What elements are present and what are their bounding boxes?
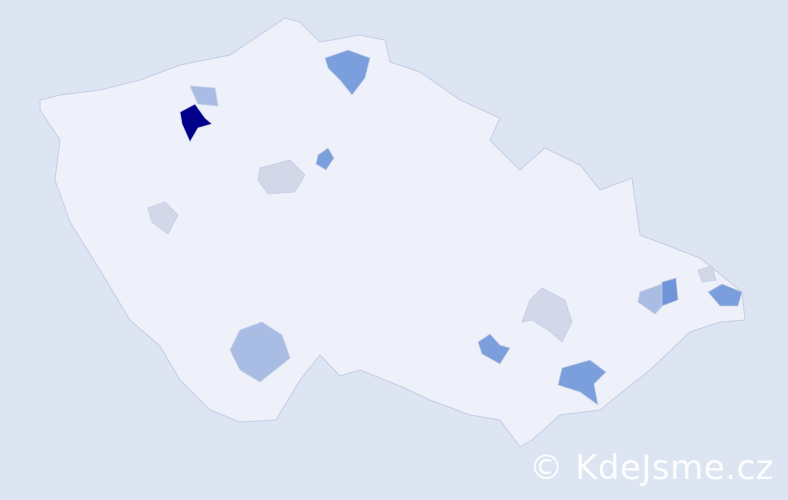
region-grey[interactable] xyxy=(697,265,717,283)
region-grey[interactable] xyxy=(521,287,573,343)
region-medium[interactable] xyxy=(707,283,743,307)
country-outline xyxy=(39,17,746,448)
watermark: © KdeJsme.cz xyxy=(529,448,774,488)
region-medium-2[interactable] xyxy=(661,277,679,307)
region-medium[interactable] xyxy=(557,359,607,406)
region-grey[interactable] xyxy=(147,201,179,235)
region-darkest[interactable] xyxy=(179,103,213,143)
region-light[interactable] xyxy=(189,85,219,107)
region-medium[interactable] xyxy=(315,147,335,171)
region-medium[interactable] xyxy=(477,333,511,365)
region-medium[interactable] xyxy=(324,49,371,96)
region-light[interactable] xyxy=(229,321,291,383)
region-grey[interactable] xyxy=(257,159,306,195)
region-light[interactable] xyxy=(637,283,669,315)
